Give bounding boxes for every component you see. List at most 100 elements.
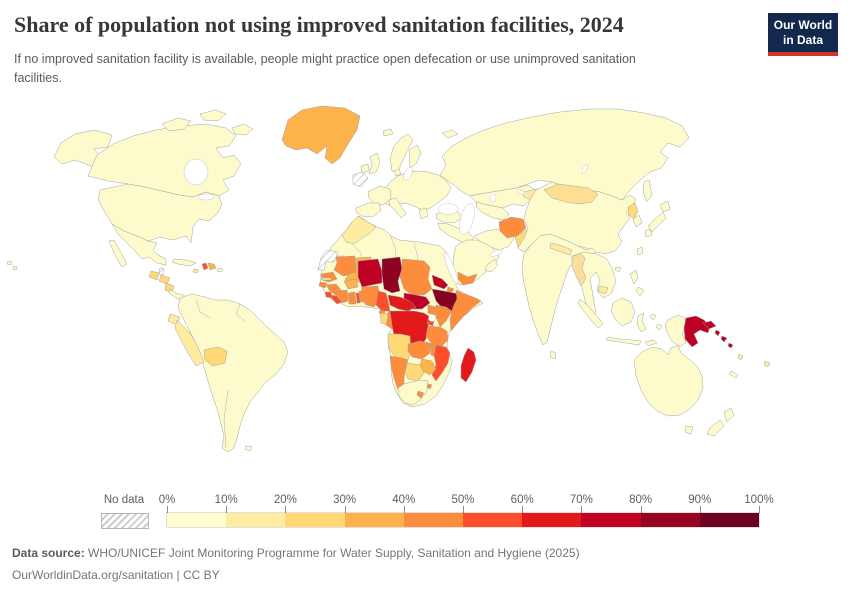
- country-madagascar[interactable]: [460, 347, 477, 383]
- country-cambodia[interactable]: [597, 285, 609, 295]
- country-greece[interactable]: [418, 207, 429, 220]
- region-sulawesi[interactable]: [636, 312, 647, 333]
- country-peru[interactable]: [174, 319, 205, 367]
- country-nigeria[interactable]: [360, 285, 381, 308]
- country-united-states[interactable]: [97, 183, 223, 244]
- region-arctic-islands[interactable]: [199, 109, 227, 122]
- country-uganda[interactable]: [427, 304, 437, 316]
- country-finland[interactable]: [408, 144, 422, 169]
- country-new-zealand[interactable]: [706, 419, 725, 437]
- country-gambia[interactable]: [321, 277, 332, 281]
- country-dominican-republic[interactable]: [207, 262, 217, 271]
- region-hainan[interactable]: [614, 266, 622, 273]
- legend-bin-90-100%[interactable]: [699, 513, 759, 527]
- region-novaya-zemlya[interactable]: [441, 129, 459, 139]
- country-sri-lanka[interactable]: [549, 350, 557, 360]
- region-norway-sweden[interactable]: [389, 133, 414, 173]
- country-italy[interactable]: [388, 197, 407, 219]
- country-namibia[interactable]: [389, 355, 409, 391]
- region-baja-california[interactable]: [108, 239, 128, 268]
- region-south-america[interactable]: [177, 293, 289, 453]
- country-taiwan[interactable]: [636, 246, 644, 256]
- region-borneo[interactable]: [610, 297, 636, 327]
- country-india[interactable]: [521, 233, 597, 346]
- region-hawaii[interactable]: [12, 265, 18, 271]
- owid-logo[interactable]: Our World in Data: [768, 13, 838, 56]
- country-central-african-republic[interactable]: [387, 294, 417, 312]
- region-falkland-islands[interactable]: [244, 445, 253, 452]
- region-sumatra[interactable]: [577, 298, 604, 329]
- country-sudan[interactable]: [399, 258, 433, 296]
- country-philippines[interactable]: [629, 269, 639, 285]
- country-eswatini[interactable]: [426, 383, 433, 390]
- world-map[interactable]: [0, 93, 850, 490]
- country-cuba[interactable]: [171, 258, 197, 267]
- country-ireland[interactable]: [360, 163, 370, 174]
- country-vanuatu[interactable]: [737, 353, 744, 361]
- country-puerto-rico[interactable]: [216, 267, 224, 273]
- country-belize[interactable]: [158, 267, 165, 276]
- legend-bin-70-80%[interactable]: [581, 513, 641, 527]
- owid-link[interactable]: OurWorldinData.org/sanitation: [12, 568, 174, 582]
- country-solomon-islands[interactable]: [727, 342, 734, 349]
- country-papua-new-guinea[interactable]: [683, 315, 711, 348]
- region-indonesian-papua[interactable]: [664, 314, 687, 348]
- country-cote-divoire[interactable]: [336, 289, 349, 304]
- region-spain-portugal[interactable]: [355, 202, 382, 218]
- region-arctic-islands[interactable]: [161, 117, 192, 132]
- country-japan[interactable]: [659, 200, 671, 213]
- region-java[interactable]: [605, 336, 642, 346]
- region-uzbekistan-turkmenistan[interactable]: [475, 201, 510, 221]
- country-solomon-islands[interactable]: [720, 335, 728, 343]
- country-somalia[interactable]: [449, 289, 482, 332]
- country-afghanistan[interactable]: [498, 216, 527, 239]
- region-new-caledonia[interactable]: [728, 370, 739, 379]
- region-central-eastern-europe[interactable]: [381, 170, 452, 212]
- country-morocco[interactable]: [341, 215, 377, 245]
- country-kenya[interactable]: [435, 304, 453, 328]
- country-haiti[interactable]: [201, 262, 209, 271]
- country-burkina-faso[interactable]: [343, 278, 359, 290]
- country-guinea-bissau[interactable]: [318, 281, 328, 289]
- region-moluccas[interactable]: [649, 313, 657, 321]
- country-oman[interactable]: [484, 258, 499, 273]
- region-arctic-islands[interactable]: [231, 123, 254, 136]
- region-tasmania[interactable]: [684, 425, 694, 435]
- country-zambia[interactable]: [407, 340, 431, 360]
- country-mongolia[interactable]: [543, 183, 599, 205]
- country-france[interactable]: [367, 185, 392, 206]
- legend-bin-80-90%[interactable]: [640, 513, 700, 527]
- country-chad[interactable]: [381, 256, 403, 294]
- country-mexico[interactable]: [111, 223, 167, 266]
- country-north-korea[interactable]: [627, 202, 639, 220]
- legend-bin-0-10%[interactable]: [167, 513, 227, 527]
- country-new-zealand[interactable]: [723, 407, 735, 423]
- country-china[interactable]: [517, 181, 637, 255]
- country-eritrea[interactable]: [431, 274, 449, 290]
- legend-bin-60-70%[interactable]: [522, 513, 582, 527]
- region-new-britain[interactable]: [702, 320, 717, 330]
- country-western-sahara[interactable]: [317, 249, 339, 271]
- region-sakhalin[interactable]: [642, 179, 653, 203]
- country-united-kingdom[interactable]: [368, 152, 381, 175]
- region-hawaii[interactable]: [6, 260, 13, 266]
- legend-bin-10-20%[interactable]: [226, 513, 286, 527]
- country-honduras[interactable]: [158, 274, 171, 285]
- country-iceland[interactable]: [352, 171, 369, 188]
- region-bougainville[interactable]: [714, 329, 721, 337]
- country-south-korea[interactable]: [632, 214, 643, 228]
- country-liberia[interactable]: [330, 294, 343, 305]
- country-mozambique[interactable]: [431, 344, 451, 382]
- region-svalbard[interactable]: [382, 128, 394, 137]
- legend-no-data-swatch[interactable]: [101, 513, 149, 529]
- country-guatemala[interactable]: [148, 270, 160, 281]
- country-japan[interactable]: [647, 211, 667, 233]
- country-jamaica[interactable]: [192, 268, 200, 274]
- legend-bin-40-50%[interactable]: [403, 513, 463, 527]
- legend-bin-50-60%[interactable]: [463, 513, 523, 527]
- legend-bin-20-30%[interactable]: [285, 513, 345, 527]
- country-australia[interactable]: [633, 344, 704, 417]
- country-nepal[interactable]: [549, 242, 573, 256]
- country-tanzania[interactable]: [425, 325, 449, 347]
- country-niger[interactable]: [357, 258, 383, 288]
